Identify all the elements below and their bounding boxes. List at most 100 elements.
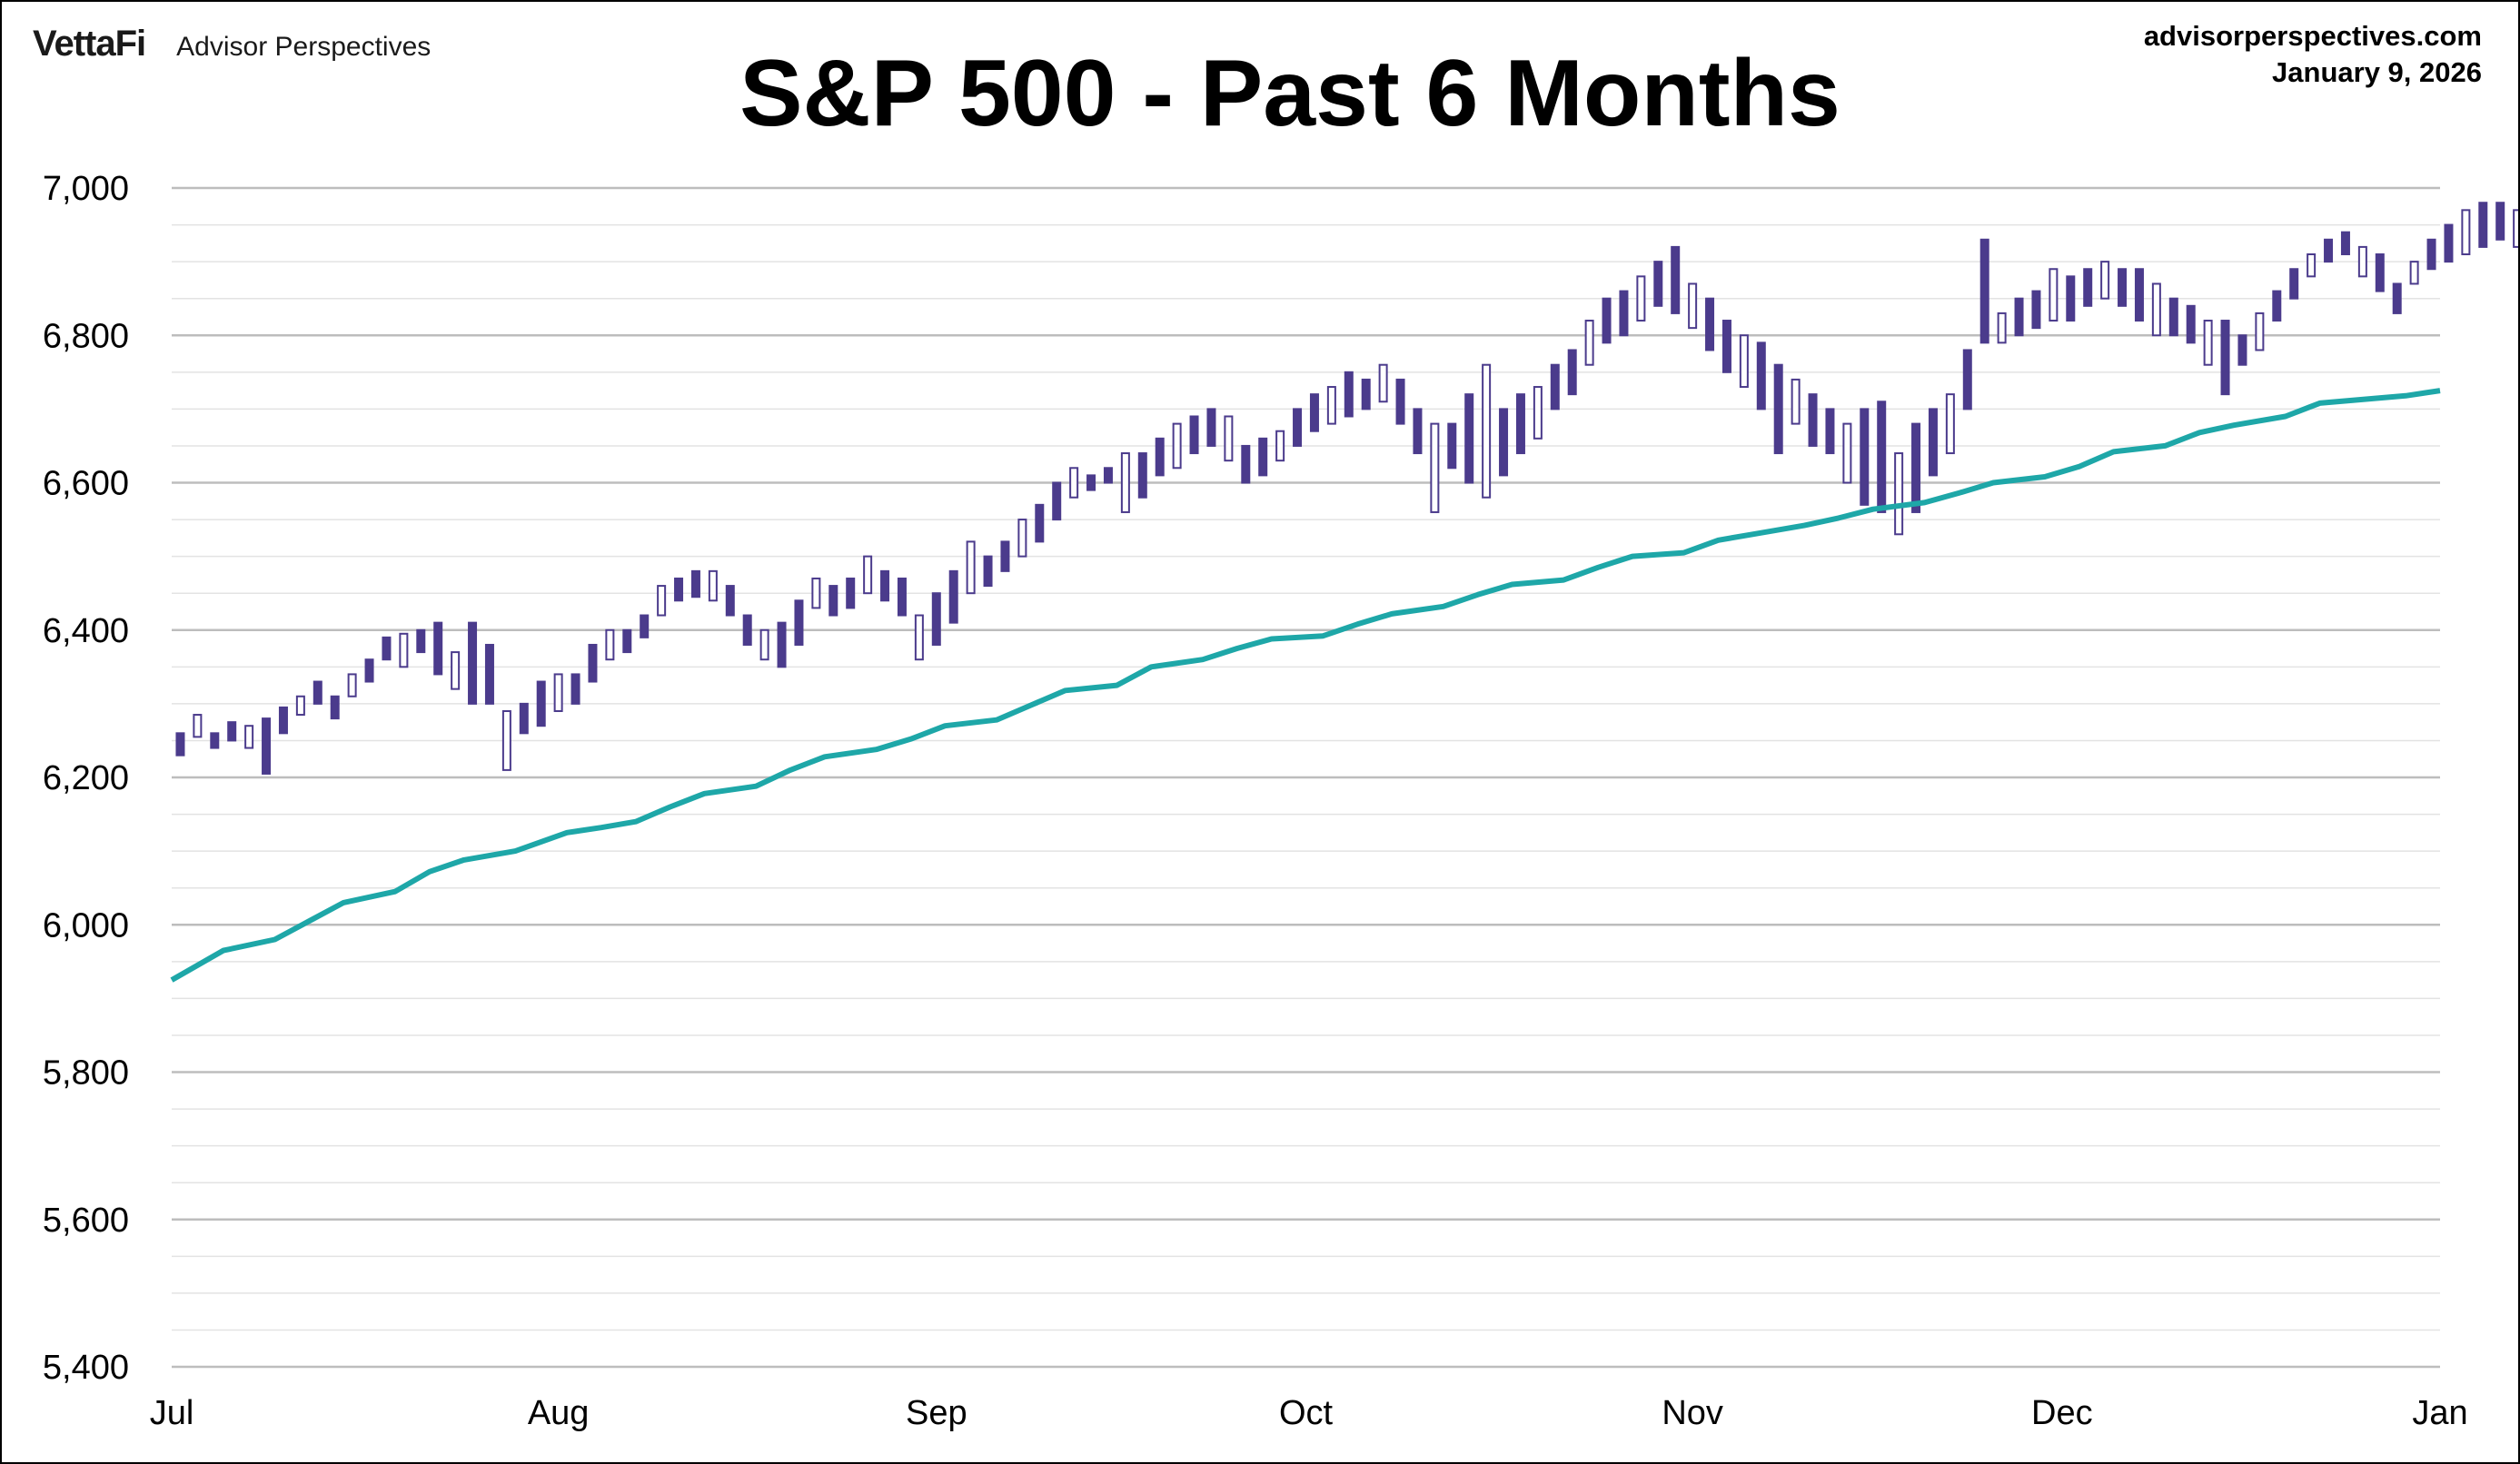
candle: [1137, 452, 1147, 499]
candle: [484, 643, 494, 705]
candle: [1911, 422, 1921, 513]
candle: [1378, 363, 1388, 403]
candle: [244, 725, 254, 749]
candle: [948, 569, 958, 624]
candle: [1791, 378, 1801, 425]
candle: [1344, 371, 1354, 418]
candle: [657, 585, 667, 617]
x-axis-ticks: Jul Aug Sep Oct Nov Dec Jan: [150, 1394, 2468, 1432]
y-tick-label: 7,000: [43, 170, 129, 208]
y-axis-ticks: 5,400 5,600 5,800 6,000 6,200 6,400 6,600 6,800…: [43, 170, 129, 1387]
candle: [811, 577, 821, 609]
candle: [227, 721, 237, 742]
candle: [1120, 452, 1130, 513]
candle: [1962, 349, 1972, 411]
chart-title: S&P 500 - Past 6 Months: [739, 41, 1840, 146]
candle: [1842, 422, 1852, 484]
x-tick-label: Sep: [906, 1394, 967, 1432]
candle: [1447, 422, 1457, 470]
candle: [2444, 223, 2454, 263]
candle: [1275, 430, 1285, 462]
candle: [1636, 275, 1646, 322]
candle: [2272, 290, 2282, 322]
candle: [1619, 290, 1629, 337]
y-tick-label: 5,400: [43, 1349, 129, 1387]
candle: [1017, 519, 1027, 558]
candle: [2066, 275, 2076, 322]
y-tick-label: 6,200: [43, 759, 129, 797]
candle: [1258, 437, 1268, 477]
candle: [1413, 408, 1423, 455]
candle-series: [175, 202, 2518, 775]
candle: [295, 695, 305, 717]
candle: [1671, 245, 1681, 314]
x-tick-label: Nov: [1662, 1394, 1723, 1432]
candle: [330, 695, 340, 720]
candle: [210, 732, 220, 749]
candle: [2340, 231, 2350, 256]
candle: [2151, 282, 2161, 337]
candle: [2237, 334, 2247, 366]
candle: [1739, 334, 1749, 389]
publish-date: January 9, 2026: [2272, 56, 2482, 88]
candle: [2513, 209, 2518, 248]
candle: [1482, 363, 1492, 499]
candle: [1395, 378, 1405, 425]
site-url: advisorperspectives.com: [2143, 20, 2482, 52]
candle: [931, 592, 941, 646]
candle: [2031, 290, 2041, 330]
candle: [2307, 253, 2317, 278]
candle: [1035, 503, 1045, 543]
candle: [966, 540, 976, 595]
candle: [2478, 202, 2488, 248]
candle: [1688, 282, 1698, 330]
candle: [880, 569, 890, 602]
candle: [1894, 452, 1904, 536]
candle: [1515, 393, 1525, 455]
moving-average-line: [170, 388, 2441, 983]
candle: [2255, 312, 2265, 351]
y-tick-label: 6,800: [43, 317, 129, 355]
candle: [433, 621, 443, 676]
y-tick-label: 6,600: [43, 465, 129, 503]
candle: [2461, 209, 2471, 256]
candle: [1464, 393, 1474, 484]
candle: [1069, 467, 1079, 499]
candle: [914, 614, 924, 661]
candle: [416, 628, 426, 654]
site-info: advisorperspectives.com January 9, 2026: [2144, 18, 2482, 91]
candle: [1155, 437, 1165, 477]
y-tick-label: 6,400: [43, 612, 129, 650]
candle: [193, 714, 203, 738]
x-tick-label: Jul: [150, 1394, 194, 1432]
y-tick-label: 6,000: [43, 906, 129, 945]
candle: [347, 673, 357, 697]
candle: [451, 651, 461, 690]
candle: [278, 706, 288, 735]
candle: [1172, 422, 1182, 470]
candle: [2375, 253, 2385, 292]
candle: [1979, 238, 1989, 344]
candle: [1721, 320, 1731, 373]
x-tick-label: Dec: [2031, 1394, 2093, 1432]
candle: [2357, 245, 2367, 278]
candle: [175, 732, 185, 757]
candle: [1997, 312, 2007, 344]
candle: [262, 717, 272, 775]
candle: [2426, 238, 2436, 271]
candle: [1756, 341, 1766, 411]
logo: VettaFi Advisor Perspectives: [33, 24, 431, 64]
candle: [983, 555, 993, 588]
candle: [1326, 386, 1336, 425]
candle: [2083, 268, 2093, 307]
candle: [364, 658, 374, 683]
candle: [863, 555, 873, 595]
candle: [519, 702, 529, 735]
candle: [2168, 297, 2178, 337]
candle: [1052, 481, 1062, 521]
candle: [690, 569, 700, 598]
candle: [897, 577, 907, 617]
candle: [2392, 282, 2402, 314]
candle: [1567, 349, 1577, 396]
